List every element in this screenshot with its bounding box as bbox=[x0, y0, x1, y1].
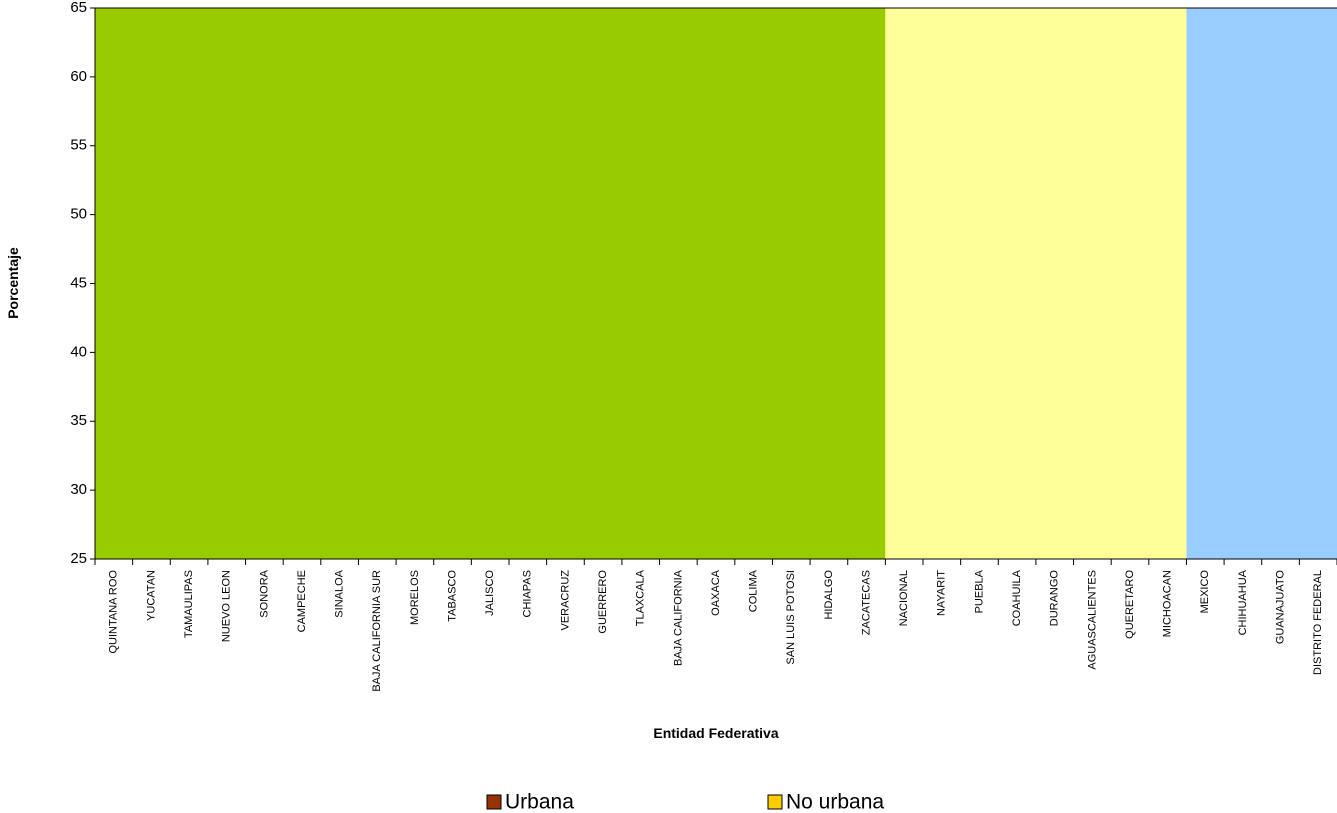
background-band bbox=[95, 8, 886, 559]
x-tick-label: TLAXCALA bbox=[635, 569, 647, 626]
x-tick-label: QUERETARO bbox=[1124, 570, 1136, 639]
x-tick-label: NACIONAL bbox=[898, 570, 910, 626]
legend-label: Urbana bbox=[505, 791, 574, 813]
legend-swatch bbox=[767, 794, 783, 810]
x-tick-label: MICHOACAN bbox=[1162, 570, 1174, 637]
background-band bbox=[1186, 8, 1337, 559]
x-tick-label: MEXICO bbox=[1199, 570, 1211, 614]
x-tick-label: GUERRERO bbox=[597, 570, 609, 634]
y-tick-label: 35 bbox=[70, 412, 87, 429]
y-tick-label: 50 bbox=[70, 206, 87, 223]
x-tick-label: CHIHUAHUA bbox=[1237, 569, 1249, 635]
x-tick-label: PUEBLA bbox=[973, 569, 985, 613]
y-axis-title: Porcentaje bbox=[5, 247, 21, 319]
x-tick-label: SONORA bbox=[258, 569, 270, 617]
x-tick-label: QUINTANA ROO bbox=[108, 570, 120, 654]
legend-label: No urbana bbox=[786, 791, 884, 813]
x-tick-label: SINALOA bbox=[334, 569, 346, 617]
x-tick-label: HIDALGO bbox=[823, 570, 835, 620]
x-tick-label: VERACRUZ bbox=[559, 570, 571, 631]
background-band bbox=[885, 8, 1187, 559]
x-tick-label: YUCATAN bbox=[145, 570, 157, 621]
x-tick-label: GUANAJUATO bbox=[1274, 570, 1286, 645]
x-tick-label: ZACATECAS bbox=[860, 570, 872, 635]
x-tick-label: COAHUILA bbox=[1011, 569, 1023, 626]
x-tick-label: DURANGO bbox=[1049, 570, 1061, 627]
x-tick-label: CHIAPAS bbox=[522, 570, 534, 617]
x-tick-label: DISTRITO FEDERAL bbox=[1312, 570, 1324, 675]
x-tick-label: BAJA CALIFORNIA bbox=[672, 569, 684, 666]
y-tick-label: 65 bbox=[70, 0, 87, 16]
legend-swatch bbox=[486, 794, 502, 810]
x-tick-label: AGUASCALIENTES bbox=[1086, 570, 1098, 670]
y-tick-label: 25 bbox=[70, 550, 87, 567]
x-tick-label: JALISCO bbox=[484, 570, 496, 616]
y-tick-label: 60 bbox=[70, 68, 87, 85]
x-tick-label: NUEVO LEON bbox=[221, 570, 233, 642]
y-tick-label: 40 bbox=[70, 343, 87, 360]
x-tick-label: SAN LUIS POTOSI bbox=[785, 570, 797, 665]
x-tick-label: MORELOS bbox=[409, 570, 421, 625]
x-tick-label: BAJA CALIFORNIA SUR bbox=[371, 570, 383, 692]
x-tick-label: TABASCO bbox=[446, 570, 458, 622]
y-tick-label: 45 bbox=[70, 274, 87, 291]
x-tick-label: CAMPECHE bbox=[296, 570, 308, 632]
y-tick-label: 55 bbox=[70, 137, 87, 154]
y-tick-label: 30 bbox=[70, 481, 87, 498]
x-tick-label: OAXACA bbox=[710, 569, 722, 616]
x-axis-title: Entidad Federativa bbox=[653, 725, 778, 741]
x-tick-label: NAYARIT bbox=[936, 570, 948, 616]
x-tick-label: COLIMA bbox=[748, 569, 760, 612]
x-tick-label: TAMAULIPAS bbox=[183, 570, 195, 638]
